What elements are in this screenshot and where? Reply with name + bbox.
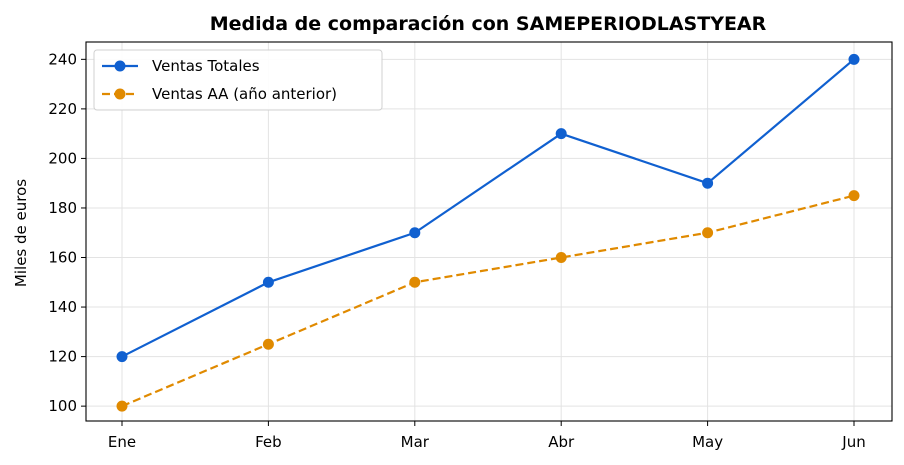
legend-label-1: Ventas Totales — [152, 57, 260, 75]
y-tick-label: 160 — [48, 249, 77, 267]
y-tick-label: 240 — [48, 50, 77, 68]
axes: Ene Feb Mar Abr May Jun 100 120 140 160 180 200 220 2… — [48, 41, 893, 451]
series-1-point — [555, 128, 567, 140]
series-2-point — [262, 338, 274, 350]
series-1-point — [848, 53, 860, 65]
x-tick-label: May — [692, 433, 723, 451]
series-2-point — [702, 227, 714, 239]
plot-frame — [85, 41, 893, 422]
grid — [86, 42, 892, 421]
y-axis-label: Miles de euros — [12, 179, 30, 287]
x-tick-label: Ene — [108, 433, 136, 451]
y-tick-label: 180 — [48, 199, 77, 217]
series-2-point — [555, 252, 567, 264]
series-1-point — [116, 351, 128, 363]
legend-label-2: Ventas AA (año anterior) — [152, 85, 337, 103]
legend-marker-2 — [114, 88, 126, 100]
x-tick-label: Mar — [401, 433, 430, 451]
x-tick-label: Jun — [841, 433, 865, 451]
series-layer — [116, 53, 860, 412]
series-1-point — [702, 177, 714, 189]
legend-box — [93, 49, 383, 111]
y-tick-label: 200 — [48, 149, 77, 167]
chart-title: Medida de comparación con SAMEPERIODLAST… — [210, 13, 767, 35]
y-tick-label: 100 — [48, 397, 77, 415]
series-2-point — [116, 400, 128, 412]
series-2-point — [848, 190, 860, 202]
series-1-point — [262, 276, 274, 288]
series-line-1 — [121, 58, 855, 358]
series-1-point — [409, 227, 421, 239]
series-line-2 — [121, 194, 855, 408]
y-tick-label: 140 — [48, 298, 77, 316]
legend-marker-1 — [114, 60, 126, 72]
y-tick-label: 120 — [48, 348, 77, 366]
legend: Ventas Totales Ventas AA (año anterior) — [93, 49, 383, 111]
series-2-point — [409, 276, 421, 288]
x-tick-label: Feb — [255, 433, 282, 451]
x-tick-label: Abr — [548, 433, 575, 451]
y-tick-label: 220 — [48, 100, 77, 118]
